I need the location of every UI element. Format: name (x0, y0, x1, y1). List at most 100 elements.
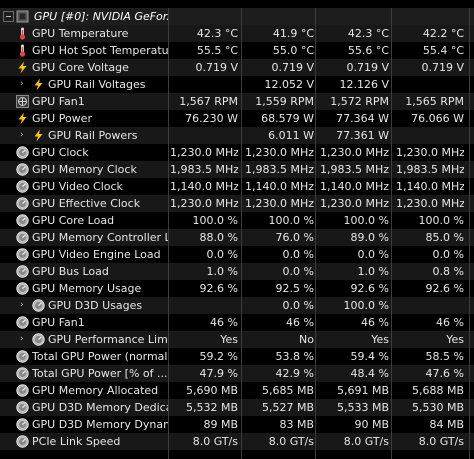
sensor-row[interactable]: › GPU D3D Usages 0.0 % 100.0 % (0, 297, 474, 314)
sensor-row[interactable]: GPU Core Load 100.0 % 100.0 % 100.0 % 100.0 … (0, 212, 474, 229)
average-value: 84 MB (429, 418, 464, 431)
sensor-label: GPU Rail Powers (48, 129, 138, 142)
min-value: 42.9 % (275, 367, 314, 380)
max-value: 12.126 V (339, 78, 389, 91)
sensor-row[interactable]: GPU Core Voltage 0.719 V 0.719 V 0.719 V 0.7… (0, 59, 474, 76)
average-value: 1,140.0 MHz (396, 180, 464, 193)
expand-chevron-icon[interactable]: › (20, 334, 24, 344)
sensor-row[interactable]: GPU Memory Usage 92.6 % 92.5 % 92.6 % 92.6 % (0, 280, 474, 297)
current-value: 0.719 V (195, 61, 238, 74)
column-divider (168, 8, 169, 459)
current-value: 1,140.0 MHz (170, 180, 238, 193)
gauge-icon (16, 401, 29, 414)
sensor-label: GPU Core Voltage (32, 61, 129, 74)
min-value: 1,983.5 MHz (244, 163, 314, 176)
sensor-row[interactable]: GPU Clock 1,230.0 MHz 1,230.0 MHz 1,230.0 M… (0, 144, 474, 161)
current-value: 0.0 % (206, 248, 238, 261)
min-value: 41.9 °C (272, 27, 314, 40)
average-value: 85.0 % (425, 231, 464, 244)
sensor-label: GPU Memory Controller L... (32, 231, 168, 244)
max-value: 5,691 MB (336, 384, 389, 397)
average-value: 100.0 % (418, 214, 464, 227)
current-value (170, 76, 238, 93)
column-divider (469, 8, 470, 459)
max-value: 1,572 RPM (330, 95, 389, 108)
sensor-row[interactable]: GPU Bus Load 1.0 % 0.0 % 1.0 % 0.8 % (0, 263, 474, 280)
sensor-row[interactable]: GPU D3D Memory Dynamic 89 MB 83 MB 90 MB 84 … (0, 416, 474, 433)
average-value: 58.5 % (425, 350, 464, 363)
sensor-row[interactable]: GPU Memory Allocated 5,690 MB 5,685 MB 5,69… (0, 382, 474, 399)
min-value: 83 MB (279, 418, 314, 431)
sensor-row[interactable]: Total GPU Power [% of ... 47.9 % 42.9 % 48.… (0, 365, 474, 382)
gauge-icon (16, 384, 29, 397)
max-value: 77.364 W (336, 112, 389, 125)
expand-chevron-icon[interactable]: › (20, 79, 24, 89)
sensor-row[interactable]: GPU Effective Clock 1,230.0 MHz 1,230.0 MH… (0, 195, 474, 212)
current-value: 1,230.0 MHz (170, 197, 238, 210)
thermometer-icon (16, 27, 29, 40)
min-value: 0.719 V (271, 61, 314, 74)
max-value: 1,230.0 MHz (319, 146, 389, 159)
min-value: 55.0 °C (272, 44, 314, 57)
min-value: 1,140.0 MHz (244, 180, 314, 193)
sensor-label: PCIe Link Speed (32, 435, 121, 448)
min-value: 0.0 % (282, 299, 314, 312)
max-value: 8.0 GT/s (343, 435, 389, 448)
max-value: 48.4 % (350, 367, 389, 380)
sensor-row[interactable]: GPU Hot Spot Temperature 55.5 °C 55.0 °C 55… (0, 42, 474, 59)
current-value: 42.3 °C (196, 27, 238, 40)
sensor-row[interactable]: › GPU Rail Powers 6.011 W 77.361 W (0, 127, 474, 144)
max-value: 77.361 W (336, 129, 389, 142)
current-value: 5,690 MB (185, 384, 238, 397)
sensor-row[interactable]: › GPU Performance Limits Yes No Yes Yes (0, 331, 474, 348)
current-value: 55.5 °C (196, 44, 238, 57)
current-value: 59.2 % (199, 350, 238, 363)
gauge-icon (16, 248, 29, 261)
sensor-row[interactable]: GPU D3D Memory Dedica... 5,532 MB 5,527 MB… (0, 399, 474, 416)
min-value: 5,685 MB (261, 384, 314, 397)
lightning-icon (32, 129, 45, 142)
current-value (170, 127, 238, 144)
sensor-label: GPU Video Clock (32, 180, 123, 193)
collapse-toggle[interactable] (3, 11, 14, 22)
min-value: 92.5 % (275, 282, 314, 295)
sensor-row[interactable]: Total GPU Power (normal... 59.2 % 53.8 % 59… (0, 348, 474, 365)
fan-icon (16, 95, 29, 108)
gpu-chip-icon (16, 10, 29, 23)
sensor-row[interactable]: GPU Fan1 1,567 RPM 1,559 RPM 1,572 RPM 1,565… (0, 93, 474, 110)
min-value: 1,559 RPM (255, 95, 314, 108)
sensor-row[interactable]: GPU Fan1 46 % 46 % 46 % 46 % (0, 314, 474, 331)
sensor-label: GPU Bus Load (32, 265, 109, 278)
sensor-row[interactable]: PCIe Link Speed 8.0 GT/s 8.0 GT/s 8.0 GT/s 8… (0, 433, 474, 450)
gauge-icon (16, 350, 29, 363)
current-value: 1.0 % (206, 265, 238, 278)
current-value: 8.0 GT/s (192, 435, 238, 448)
lightning-icon (16, 61, 29, 74)
sensor-row[interactable]: GPU Memory Clock 1,983.5 MHz 1,983.5 MHz 1,… (0, 161, 474, 178)
expand-chevron-icon[interactable]: › (20, 300, 24, 310)
current-value: 47.9 % (199, 367, 238, 380)
sensor-row[interactable]: GPU Temperature 42.3 °C 41.9 °C 42.3 °C 42.2… (0, 25, 474, 42)
sensor-label: GPU D3D Usages (48, 299, 143, 312)
average-value (396, 297, 464, 314)
sensor-row[interactable]: GPU Video Clock 1,140.0 MHz 1,140.0 MHz 1,1… (0, 178, 474, 195)
sensor-label: GPU Core Load (32, 214, 115, 227)
gauge-icon (16, 435, 29, 448)
sensor-label: GPU Performance Limits (48, 333, 168, 346)
current-value: 100.0 % (192, 214, 238, 227)
sensor-row[interactable]: GPU Video Engine Load 0.0 % 0.0 % 0.0 % 0.0 … (0, 246, 474, 263)
sensor-row[interactable]: › GPU Rail Voltages 12.052 V 12.126 V (0, 76, 474, 93)
current-value: Yes (220, 333, 238, 346)
gpu-group-header[interactable]: GPU [#0]: NVIDIA GeFor... (0, 8, 474, 25)
average-value: 1,230.0 MHz (396, 146, 464, 159)
average-value: 1,983.5 MHz (396, 163, 464, 176)
expand-chevron-icon[interactable]: › (20, 130, 24, 140)
gauge-icon (32, 333, 45, 346)
min-value: 1,230.0 MHz (244, 146, 314, 159)
average-value: 47.6 % (425, 367, 464, 380)
sensor-row[interactable]: GPU Power 76.230 W 68.579 W 77.364 W 76.066 … (0, 110, 474, 127)
max-value: 46 % (361, 316, 389, 329)
sensor-label: GPU Effective Clock (32, 197, 141, 210)
sensor-row[interactable]: GPU Memory Controller L... 88.0 % 76.0 % 89… (0, 229, 474, 246)
